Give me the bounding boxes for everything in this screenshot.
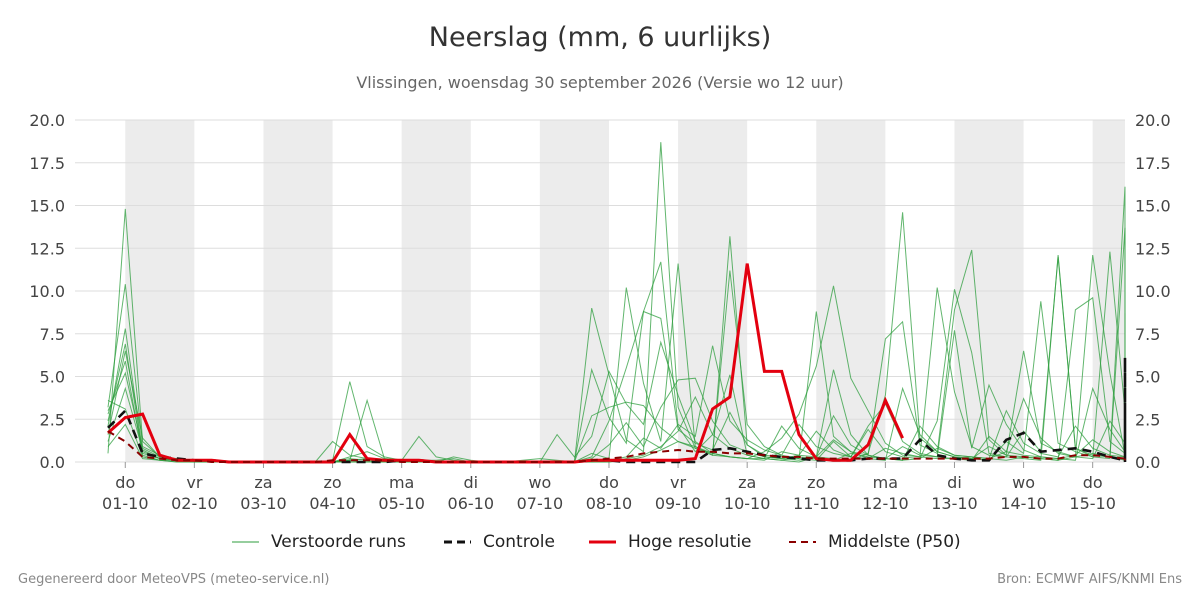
x-tick-date: 14-10 — [1000, 494, 1047, 513]
x-tick-date: 03-10 — [240, 494, 287, 513]
dashed-darkred-series-line — [107, 430, 1126, 463]
x-tick-date: 05-10 — [378, 494, 425, 513]
y-tick-label: 12.5 — [29, 239, 65, 258]
x-tick-date: 11-10 — [793, 494, 840, 513]
x-tick-day: ma — [873, 473, 898, 492]
solid-red-series-line — [107, 263, 904, 464]
legend-item-hires[interactable]: Hoge resolutie — [589, 530, 752, 554]
x-tick-day: vr — [186, 473, 202, 492]
main-series — [107, 263, 1127, 464]
legend-swatch-ensemble — [232, 541, 259, 543]
x-tick-date: 04-10 — [309, 494, 356, 513]
x-tick-date: 15-10 — [1069, 494, 1116, 513]
x-tick-day: di — [947, 473, 962, 492]
y-tick-label: 2.5 — [40, 410, 65, 429]
y-tick-label: 2.5 — [1135, 410, 1160, 429]
x-axis: do 01-10 vr 02-10 za 03-10 zo 04-10 ma 05-10 di 06-… — [102, 462, 1116, 513]
x-tick-date: 07-10 — [517, 494, 564, 513]
y-tick-label: 10.0 — [29, 282, 65, 301]
legend: Verstoorde runs Controle Hoge resolutie … — [0, 530, 1200, 554]
x-tick-day: wo — [1012, 473, 1035, 492]
x-tick-day: za — [254, 473, 272, 492]
legend-label-hires: Hoge resolutie — [628, 532, 752, 552]
x-tick-date: 10-10 — [724, 494, 771, 513]
x-tick-date: 08-10 — [586, 494, 633, 513]
legend-item-control[interactable]: Controle — [444, 530, 555, 554]
x-tick-date: 13-10 — [931, 494, 978, 513]
y-axis-left: 0.0 2.5 5.0 7.5 10.0 12.5 15.0 17.5 20.0 — [29, 111, 65, 472]
y-tick-label: 15.0 — [1135, 197, 1171, 216]
y-tick-label: 15.0 — [29, 197, 65, 216]
x-tick-date: 06-10 — [448, 494, 495, 513]
y-tick-label: 0.0 — [40, 453, 65, 472]
y-tick-label: 7.5 — [40, 325, 65, 344]
y-tick-label: 5.0 — [40, 368, 65, 387]
y-tick-label: 0.0 — [1135, 453, 1160, 472]
x-tick-day: zo — [323, 473, 341, 492]
y-tick-label: 10.0 — [1135, 282, 1171, 301]
footer-source: Bron: ECMWF AIFS/KNMI Ens — [997, 572, 1182, 587]
x-tick-day: zo — [807, 473, 825, 492]
x-tick-day: do — [115, 473, 135, 492]
y-axis-right: 0.0 2.5 5.0 7.5 10.0 12.5 15.0 17.5 20.0 — [1135, 111, 1171, 472]
x-tick-day: ma — [389, 473, 414, 492]
legend-label-median: Middelste (P50) — [828, 532, 961, 552]
x-tick-day: vr — [670, 473, 686, 492]
y-tick-label: 5.0 — [1135, 368, 1160, 387]
x-tick-date: 01-10 — [102, 494, 149, 513]
x-tick-day: za — [738, 473, 756, 492]
legend-label-ensemble: Verstoorde runs — [271, 532, 406, 552]
x-tick-day: do — [599, 473, 619, 492]
y-tick-label: 7.5 — [1135, 325, 1160, 344]
x-tick-day: di — [463, 473, 478, 492]
x-tick-date: 02-10 — [171, 494, 218, 513]
x-tick-day: do — [1083, 473, 1103, 492]
y-tick-label: 20.0 — [29, 111, 65, 130]
x-tick-day: wo — [528, 473, 551, 492]
footer-credit: Gegenereerd door MeteoVPS (meteo-service… — [18, 572, 330, 587]
y-tick-label: 12.5 — [1135, 239, 1171, 258]
chart-subtitle: Vlissingen, woensdag 30 september 2026 (… — [356, 73, 844, 92]
legend-item-median[interactable]: Middelste (P50) — [789, 530, 961, 554]
legend-swatch-hires — [589, 540, 616, 544]
legend-swatch-median — [789, 541, 816, 543]
x-tick-date: 12-10 — [862, 494, 909, 513]
legend-label-control: Controle — [483, 532, 555, 552]
legend-swatch-control — [444, 540, 471, 544]
chart-title: Neerslag (mm, 6 uurlijks) — [428, 22, 772, 53]
y-tick-label: 17.5 — [29, 154, 65, 173]
x-tick-date: 09-10 — [655, 494, 702, 513]
y-tick-label: 17.5 — [1135, 154, 1171, 173]
legend-item-ensemble[interactable]: Verstoorde runs — [232, 530, 406, 554]
y-tick-label: 20.0 — [1135, 111, 1171, 130]
